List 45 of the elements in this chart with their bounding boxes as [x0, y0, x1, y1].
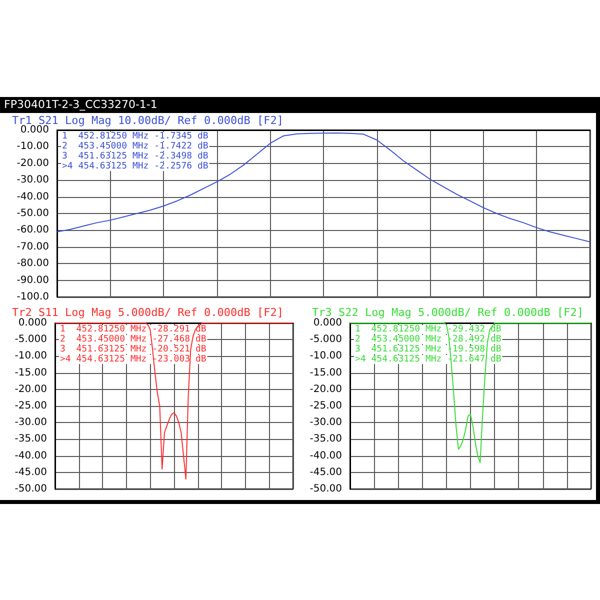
y-tick-label: -25.00: [14, 400, 47, 412]
annotation: >4 454.63125 MHz -2.2576 dB: [62, 162, 208, 172]
y-tick-label: 0.000: [18, 318, 47, 328]
y-tick-label: -5.000: [14, 334, 47, 346]
y-tick-label: -50.00: [310, 484, 342, 494]
y-tick-label: -90.00: [16, 274, 49, 286]
y-tick-label: 0.000: [20, 124, 49, 136]
chart-title: Tr2 S11 Log Mag 5.000dB/ Ref 0.000dB [F2]: [12, 306, 284, 319]
y-tick-label: -20.00: [310, 384, 342, 395]
chart-subtitle: FP30401T-2-3_CC33270-1-1: [4, 98, 158, 111]
y-tick-label: -35.00: [14, 434, 47, 445]
y-tick-label: -40.00: [16, 191, 49, 202]
y-tick-label: -15.00: [310, 367, 342, 378]
annotation: 2 453.45000 MHz -27.468 dB: [60, 334, 206, 344]
chart-title: Tr3 S22 Log Mag 5.000dB/ Ref 0.000dB [F2]: [312, 306, 584, 319]
y-tick-label: -30.00: [14, 417, 47, 428]
y-tick-label: -100.0: [16, 292, 49, 302]
y-tick-label: -5.000: [310, 334, 342, 346]
y-tick-label: 0.000: [313, 318, 342, 328]
y-tick-label: -10.00: [310, 350, 342, 362]
y-tick-label: -25.00: [310, 400, 342, 412]
line-series: [56, 132, 590, 242]
annotation: 3 451.63125 MHz -2.3498 dB: [62, 152, 208, 162]
y-tick-label: -45.00: [310, 466, 342, 478]
y-tick-label: -30.00: [310, 417, 342, 428]
annotation: 1 452.81250 MHz -1.7345 dB: [62, 132, 208, 142]
y-tick-label: -40.00: [14, 450, 47, 462]
annotation: 1 452.81250 MHz -29.432 dB: [355, 324, 502, 334]
y-tick-label: -80.00: [16, 258, 49, 270]
y-tick-label: -35.00: [310, 434, 342, 445]
y-tick-label: -60.00: [16, 224, 49, 236]
y-tick-label: -30.00: [16, 174, 49, 186]
y-tick-label: -70.00: [16, 241, 49, 252]
y-tick-label: -40.00: [310, 450, 342, 462]
annotation: 2 453.45000 MHz -1.7422 dB: [62, 142, 208, 152]
y-tick-label: -20.00: [16, 158, 49, 169]
y-tick-label: -50.00: [16, 208, 49, 219]
y-tick-label: -50.00: [14, 484, 47, 494]
annotation: >4 454.63125 MHz -23.003 dB: [60, 354, 206, 364]
y-tick-label: -10.00: [14, 350, 47, 362]
annotation: 3 451.63125 MHz -20.521 dB: [60, 344, 206, 354]
y-tick-label: -10.00: [16, 141, 49, 152]
y-tick-label: -20.00: [14, 384, 47, 395]
y-tick-label: -15.00: [14, 367, 47, 378]
y-tick-label: -45.00: [14, 466, 47, 478]
